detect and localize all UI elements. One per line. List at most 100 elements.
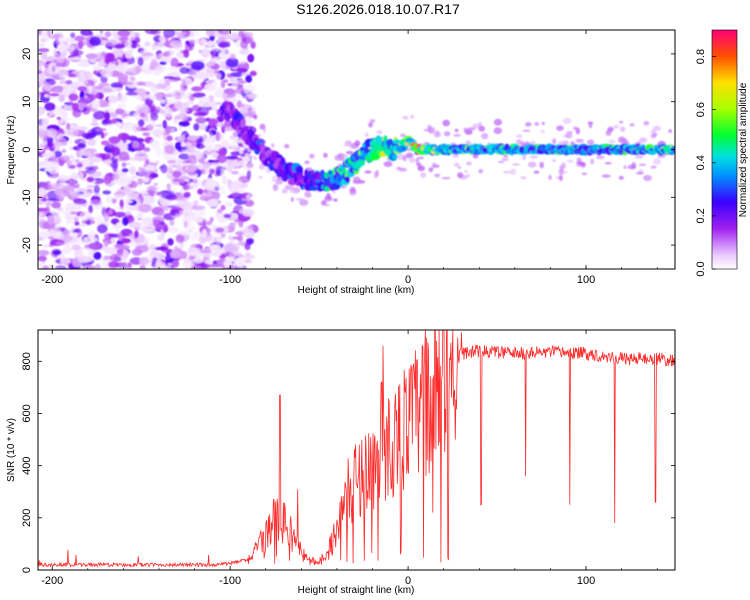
snr-ytick-label: 600 xyxy=(21,404,33,422)
spectrogram-noise-cell xyxy=(565,132,573,139)
spectrogram-noise-cell xyxy=(121,168,129,173)
spectrogram-noise-cell xyxy=(242,32,254,37)
spectrogram-noise-cell xyxy=(48,93,60,97)
spectrogram-noise-cell xyxy=(166,183,172,191)
spectrogram-noise-cell xyxy=(246,194,251,199)
spectrogram-noise-cell xyxy=(229,135,236,140)
spectrogram-noise-cell xyxy=(94,153,101,158)
spectrogram-noise-cell xyxy=(77,255,89,263)
spectrogram-noise-cell xyxy=(244,242,251,251)
spectrogram-noise-cell xyxy=(211,190,220,201)
spectrogram-noise-cell xyxy=(104,152,112,158)
spectrogram-noise-cell xyxy=(619,121,624,124)
spectrogram-noise-cell xyxy=(121,254,128,262)
spectrogram-noise-cell xyxy=(151,42,157,51)
spectrogram-noise-cell xyxy=(65,220,76,224)
spectrogram-noise-cell xyxy=(650,129,657,135)
spectrogram-noise-cell xyxy=(45,114,51,123)
spectrogram-noise-cell xyxy=(104,31,112,38)
spectrogram-noise-cell xyxy=(173,102,188,110)
spectrogram-noise-cell xyxy=(178,179,185,185)
spectrogram-noise-cell xyxy=(159,99,166,104)
spectrogram-noise-cell xyxy=(52,212,59,217)
spectrogram-noise-cell xyxy=(235,17,239,21)
spectrogram-noise-cell xyxy=(220,205,226,211)
spectrogram-noise-cell xyxy=(205,259,213,264)
spectrogram-noise-cell xyxy=(613,124,620,129)
spectrogram-noise-cell xyxy=(415,157,420,163)
spectrogram-noise-cell xyxy=(117,30,131,37)
spectrogram-noise-cell xyxy=(179,66,189,74)
spectrogram-noise-cell xyxy=(83,236,98,244)
spectrogram-noise-cell xyxy=(180,251,188,259)
spectrogram-noise-cell xyxy=(145,164,156,171)
spectrogram-noise-cell xyxy=(203,179,216,190)
spectrogram-heatmap xyxy=(38,0,675,269)
spectrogram-noise-cell xyxy=(195,71,209,80)
spectrogram-noise-cell xyxy=(183,49,190,58)
spectrogram-noise-cell xyxy=(199,222,203,226)
spectrogram-noise-cell xyxy=(275,178,284,185)
colorbar-tick-label: 0.8 xyxy=(695,49,707,64)
spectrogram-noise-cell xyxy=(64,80,73,85)
spectrogram-noise-cell xyxy=(111,146,121,157)
spectrogram-noise-cell xyxy=(620,138,628,143)
spectrogram-noise-cell xyxy=(167,262,173,267)
spectrogram-noise-cell xyxy=(143,195,156,205)
spectrogram-noise-cell xyxy=(188,172,197,176)
spectrogram-noise-cell xyxy=(215,235,222,245)
spectrogram-noise-cell xyxy=(201,0,207,1)
spectrogram-noise-cell xyxy=(38,59,46,67)
spectrogram-noise-cell xyxy=(77,40,84,50)
spectrogram-noise-cell xyxy=(122,185,131,193)
spectrogram-noise-cell xyxy=(115,108,124,115)
spectrogram-noise-cell xyxy=(618,175,624,180)
spectrogram-noise-cell xyxy=(153,182,158,187)
spectrogram-noise-cell xyxy=(82,265,96,269)
spectrogram-noise-cell xyxy=(149,250,160,256)
spectrogram-noise-cell xyxy=(167,238,174,246)
spectrogram-noise-cell xyxy=(62,44,76,52)
spectrogram-noise-cell xyxy=(190,265,202,269)
spectrogram-noise-cell xyxy=(38,30,42,35)
spectrogram-noise-cell xyxy=(86,217,96,220)
spectrogram-noise-cell xyxy=(420,172,427,178)
spectrogram-noise-cell xyxy=(89,199,103,206)
spectrogram-noise-cell xyxy=(123,155,131,161)
spectrogram-noise-cell xyxy=(139,50,148,57)
spectrogram-noise-cell xyxy=(643,174,652,182)
spectrogram-noise-cell xyxy=(72,244,81,250)
spectrogram-noise-cell xyxy=(111,173,120,180)
spectrogram-noise-cell xyxy=(83,71,93,79)
spectrogram-noise-cell xyxy=(80,159,91,165)
spectrogram-noise-cell xyxy=(383,161,393,167)
snr-ytick-label: 0 xyxy=(21,567,33,573)
spectrogram-noise-cell xyxy=(115,194,123,199)
colorbar-tick-label: 0.2 xyxy=(695,208,707,223)
spectrogram-noise-cell xyxy=(81,132,92,139)
spectrogram-noise-cell xyxy=(38,250,50,256)
spectrogram-noise-cell xyxy=(122,58,128,63)
spectrogram-noise-cell xyxy=(186,100,195,105)
spectrogram-noise-cell xyxy=(236,103,245,108)
spectrogram-noise-cell xyxy=(620,126,626,132)
spectrogram-noise-cell xyxy=(68,164,76,169)
spectrogram-noise-cell xyxy=(89,36,101,47)
spectrogram-noise-cell xyxy=(212,260,218,265)
spectrogram-noise-cell xyxy=(137,56,144,67)
spectrogram-noise-cell xyxy=(79,97,88,101)
spectrogram-noise-cell xyxy=(559,171,568,174)
spectrogram-noise-cell xyxy=(409,156,415,164)
spectrogram-noise-cell xyxy=(138,203,152,213)
spectrogram-noise-cell xyxy=(73,216,79,222)
spectrogram-noise-cell xyxy=(209,216,214,223)
spectrogram-noise-cell xyxy=(116,222,124,228)
spectrogram-noise-cell xyxy=(229,78,235,83)
snr-ylabel: SNR (10 * v/v) xyxy=(6,418,17,482)
spectrogram-noise-cell xyxy=(74,35,85,42)
spectrogram-noise-cell xyxy=(215,249,223,253)
spectrogram-noise-cell xyxy=(205,80,210,84)
spectrogram-noise-cell xyxy=(246,162,254,168)
spectrogram-noise-cell xyxy=(101,51,107,57)
spectrogram-noise-cell xyxy=(178,230,190,236)
